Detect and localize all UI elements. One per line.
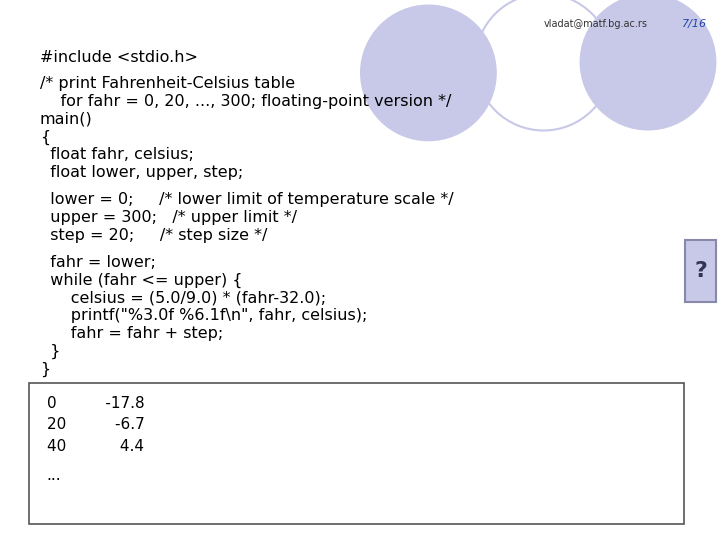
- Text: 7/16: 7/16: [682, 19, 707, 29]
- Text: ...: ...: [47, 468, 61, 483]
- Text: while (fahr <= upper) {: while (fahr <= upper) {: [40, 273, 242, 288]
- Text: ?: ?: [694, 261, 707, 281]
- Text: }: }: [40, 344, 60, 359]
- Text: #include <stdio.h>: #include <stdio.h>: [40, 50, 197, 65]
- Text: celsius = (5.0/9.0) * (fahr-32.0);: celsius = (5.0/9.0) * (fahr-32.0);: [40, 291, 325, 306]
- Text: printf("%3.0f %6.1f\n", fahr, celsius);: printf("%3.0f %6.1f\n", fahr, celsius);: [40, 308, 367, 323]
- Text: {: {: [40, 130, 50, 145]
- Text: fahr = fahr + step;: fahr = fahr + step;: [40, 326, 223, 341]
- Ellipse shape: [360, 4, 497, 141]
- Ellipse shape: [580, 0, 716, 131]
- Text: 40           4.4: 40 4.4: [47, 438, 144, 454]
- Text: main(): main(): [40, 112, 92, 127]
- Text: }: }: [40, 362, 50, 377]
- Text: 20          -6.7: 20 -6.7: [47, 417, 145, 433]
- FancyBboxPatch shape: [685, 240, 716, 302]
- Text: float lower, upper, step;: float lower, upper, step;: [40, 165, 243, 180]
- Text: float fahr, celsius;: float fahr, celsius;: [40, 147, 194, 163]
- Text: vladat@matf.bg.ac.rs: vladat@matf.bg.ac.rs: [544, 19, 647, 29]
- Text: /* print Fahrenheit-Celsius table: /* print Fahrenheit-Celsius table: [40, 76, 294, 91]
- Text: step = 20;     /* step size */: step = 20; /* step size */: [40, 228, 267, 243]
- Text: lower = 0;     /* lower limit of temperature scale */: lower = 0; /* lower limit of temperature…: [40, 192, 453, 207]
- FancyBboxPatch shape: [29, 383, 684, 524]
- Text: fahr = lower;: fahr = lower;: [40, 255, 156, 270]
- Text: upper = 300;   /* upper limit */: upper = 300; /* upper limit */: [40, 210, 297, 225]
- Text: 0          -17.8: 0 -17.8: [47, 396, 145, 411]
- Text: for fahr = 0, 20, ..., 300; floating-point version */: for fahr = 0, 20, ..., 300; floating-poi…: [40, 94, 451, 109]
